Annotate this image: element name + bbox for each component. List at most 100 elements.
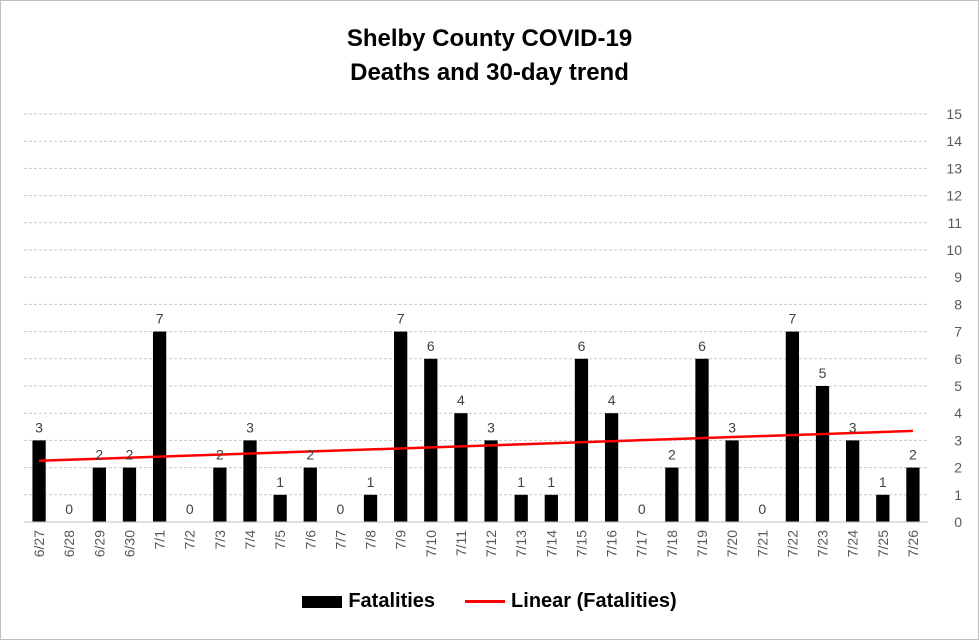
bar — [363, 494, 378, 522]
y-tick-label: 7 — [954, 324, 962, 340]
bar — [906, 467, 920, 522]
x-tick-label: 7/14 — [543, 530, 559, 557]
data-label: 6 — [578, 338, 586, 354]
bar — [122, 467, 137, 522]
data-label: 3 — [728, 419, 736, 435]
y-tick-label: 2 — [954, 460, 962, 476]
y-tick-label: 1 — [954, 487, 962, 503]
bar — [725, 440, 739, 522]
chart-title: Shelby County COVID-19 Deaths and 30-day… — [0, 22, 979, 90]
gridlines — [24, 113, 928, 496]
legend-label-fatalities: Fatalities — [348, 590, 436, 612]
bar — [574, 358, 589, 522]
bar — [32, 440, 46, 522]
y-tick-label: 14 — [946, 133, 962, 149]
bar — [695, 358, 709, 522]
legend-item-fatalities: Fatalities — [302, 590, 435, 613]
x-tick-label: 7/15 — [573, 530, 589, 557]
x-tick-label: 7/12 — [483, 530, 499, 557]
x-tick-label: 7/5 — [272, 530, 288, 550]
x-tick-label: 7/26 — [905, 530, 921, 557]
legend-item-trendline: Linear (Fatalities) — [465, 590, 677, 613]
data-label: 0 — [65, 501, 73, 517]
data-label: 3 — [487, 419, 495, 435]
x-tick-label: 7/19 — [694, 530, 710, 557]
x-tick-label: 7/6 — [302, 530, 318, 550]
data-label: 2 — [668, 447, 676, 463]
data-label: 0 — [638, 501, 646, 517]
x-tick-label: 7/13 — [513, 530, 529, 557]
data-label: 2 — [216, 447, 224, 463]
x-tick-label: 7/4 — [242, 530, 258, 550]
data-label: 7 — [397, 311, 405, 327]
data-label: 0 — [337, 501, 345, 517]
data-label: 3 — [849, 419, 857, 435]
x-tick-label: 6/28 — [61, 530, 77, 557]
x-tick-label: 6/27 — [31, 530, 47, 557]
data-label: 1 — [276, 474, 284, 490]
data-label: 7 — [789, 311, 797, 327]
data-label: 6 — [698, 338, 706, 354]
bar — [303, 467, 317, 522]
y-tick-label: 6 — [954, 351, 962, 367]
bar — [424, 358, 438, 522]
x-tick-label: 7/24 — [845, 530, 861, 557]
x-tick-label: 7/20 — [724, 530, 740, 557]
legend-label-trendline: Linear (Fatalities) — [511, 590, 677, 612]
y-tick-label: 0 — [954, 514, 962, 530]
data-label: 2 — [95, 447, 103, 463]
x-axis: 6/27 6/28 6/29 6/30 7/1 7/2 7/3 7/4 7/5 7/6 7/7 7/8… — [24, 521, 928, 557]
x-tick-label: 7/2 — [182, 530, 198, 550]
trendline-line — [39, 429, 913, 463]
bar — [785, 331, 800, 522]
x-tick-label: 7/9 — [393, 530, 409, 550]
data-label: 6 — [427, 338, 435, 354]
y-tick-label: 13 — [946, 160, 962, 176]
data-label: 2 — [126, 447, 134, 463]
data-label: 3 — [246, 419, 254, 435]
bar — [454, 413, 468, 522]
x-tick-label: 7/23 — [815, 530, 831, 557]
bar — [484, 440, 498, 522]
bar — [152, 331, 167, 522]
trendline — [39, 429, 913, 463]
x-tick-label: 6/29 — [91, 530, 107, 557]
y-tick-label: 15 — [946, 106, 962, 122]
data-label: 5 — [819, 365, 827, 381]
bar — [815, 386, 830, 522]
x-tick-label: 7/7 — [332, 530, 348, 550]
data-label: 1 — [547, 474, 555, 490]
bars — [32, 331, 920, 522]
x-tick-label: 7/18 — [664, 530, 680, 557]
data-label: 2 — [909, 447, 917, 463]
x-tick-label: 7/22 — [784, 530, 800, 557]
chart-title-line-1: Shelby County COVID-19 — [346, 25, 633, 52]
y-tick-label: 4 — [954, 405, 962, 421]
bar — [846, 440, 860, 522]
x-tick-label: 7/10 — [423, 530, 439, 557]
legend: Fatalities Linear (Fatalities) — [0, 590, 979, 613]
data-label: 4 — [608, 392, 616, 408]
x-tick-label: 6/30 — [121, 530, 137, 557]
bar — [243, 440, 257, 522]
data-label: 1 — [367, 474, 375, 490]
bar — [876, 494, 890, 522]
x-tick-label: 7/8 — [363, 530, 379, 550]
y-tick-label: 3 — [954, 432, 962, 448]
bar — [544, 494, 558, 522]
chart-title-line-2: Deaths and 30-day trend — [350, 59, 629, 86]
data-label: 3 — [35, 419, 43, 435]
data-label: 0 — [758, 501, 766, 517]
y-tick-label: 10 — [946, 242, 962, 258]
legend-swatch-bar — [302, 595, 343, 608]
x-tick-label: 7/17 — [634, 530, 650, 557]
legend-swatch-line — [465, 600, 506, 603]
data-label: 2 — [306, 447, 314, 463]
x-tick-label: 7/21 — [754, 530, 770, 557]
x-tick-label: 7/25 — [875, 530, 891, 557]
bar — [665, 467, 679, 522]
data-label: 0 — [186, 501, 194, 517]
